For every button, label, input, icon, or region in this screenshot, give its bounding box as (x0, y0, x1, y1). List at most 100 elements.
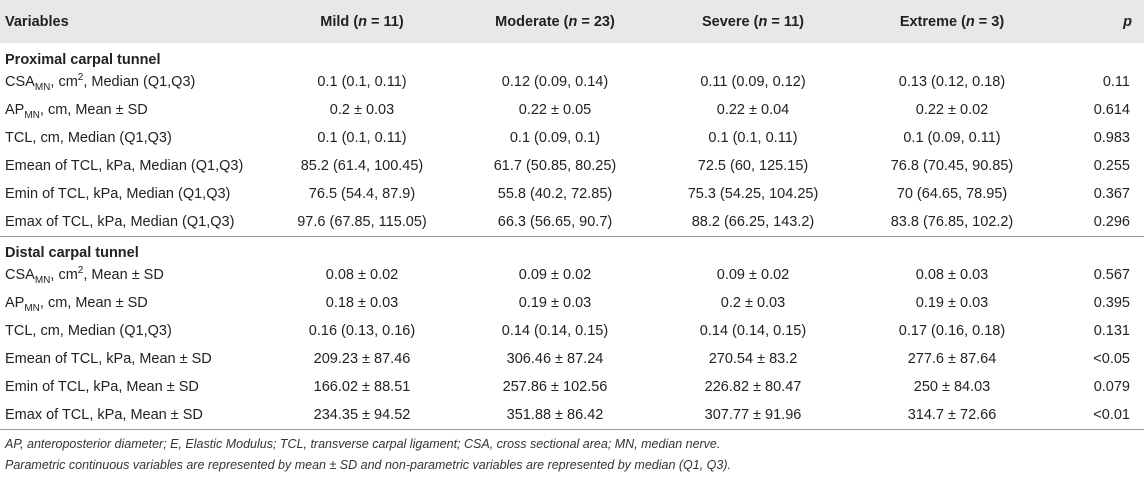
variable-post: , Median (Q1,Q3) (83, 74, 196, 90)
variable-sub: MN (24, 302, 40, 314)
cell-p: 0.131 (1093, 323, 1130, 339)
header-extreme-count: = 3) (974, 13, 1005, 30)
header-moderate-count: = 23) (577, 13, 615, 30)
cell-mild: 166.02 ± 88.51 (313, 379, 411, 395)
header-mild: Mild (n = 11) (268, 0, 456, 43)
variable-pre: Emin of TCL, kPa, Median (Q1,Q3) (5, 186, 231, 202)
cell-moderate: 0.09 ± 0.02 (518, 267, 592, 283)
cell-variable: APMN, cm, Mean ± SD (0, 96, 268, 124)
variable-mid: , cm (50, 267, 78, 283)
cell-p: <0.01 (1052, 401, 1144, 430)
header-severe-count: = 11) (767, 13, 804, 30)
cell-mild: 76.5 (54.4, 87.9) (308, 186, 416, 202)
cell-p: 0.983 (1093, 130, 1130, 146)
cell-severe: 307.77 ± 91.96 (654, 401, 852, 430)
cell-mild: 209.23 ± 87.46 (313, 351, 411, 367)
header-variables: Variables (5, 13, 69, 30)
cell-mild: 0.16 (0.13, 0.16) (308, 323, 416, 339)
table-row: Emax of TCL, kPa, Mean ± SD 234.35 ± 94.5… (0, 401, 1144, 430)
cell-variable: TCL, cm, Median (Q1,Q3) (0, 124, 268, 152)
cell-severe: 0.1 (0.1, 0.11) (708, 130, 798, 146)
cell-extreme: 0.17 (0.16, 0.18) (898, 323, 1006, 339)
table-row: APMN, cm, Mean ± SD 0.2 ± 0.03 0.22 ± 0.05… (0, 96, 1144, 124)
cell-severe: 226.82 ± 80.47 (704, 379, 802, 395)
cell-extreme: 70 (64.65, 78.95) (896, 186, 1008, 202)
variable-mid: , cm, Mean ± SD (39, 102, 148, 118)
cell-moderate: 351.88 ± 86.42 (456, 401, 654, 430)
table-header: Variables Mild (n = 11) Moderate (n = 23… (0, 0, 1144, 43)
results-table: Variables Mild (n = 11) Moderate (n = 23… (0, 0, 1144, 430)
cell-variable: APMN, cm, Mean ± SD (0, 289, 268, 317)
table-row: TCL, cm, Median (Q1,Q3) 0.1 (0.1, 0.11) 0.… (0, 124, 1144, 152)
cell-variable: Emean of TCL, kPa, Median (Q1,Q3) (0, 152, 268, 180)
table-row: Emean of TCL, kPa, Mean ± SD 209.23 ± 87.… (0, 345, 1144, 373)
cell-moderate: 0.19 ± 0.03 (518, 295, 592, 311)
cell-moderate: 0.14 (0.14, 0.15) (501, 323, 609, 339)
variable-sub: MN (24, 109, 40, 121)
variable-sup: 2 (77, 72, 84, 84)
cell-mild: 97.6 (67.85, 115.05) (268, 208, 456, 237)
header-extreme-n: n (965, 13, 975, 30)
cell-p: 0.614 (1093, 102, 1130, 118)
table-footnotes: AP, anteroposterior diameter; E, Elastic… (5, 434, 731, 476)
variable-mid: , cm (50, 74, 78, 90)
cell-moderate: 0.12 (0.09, 0.14) (501, 74, 609, 90)
cell-mild: 0.08 ± 0.02 (325, 267, 399, 283)
cell-variable: Emin of TCL, kPa, Mean ± SD (0, 373, 268, 401)
variable-pre: AP (5, 102, 25, 118)
variable-mid: , cm, Mean ± SD (39, 295, 148, 311)
variable-pre: CSA (5, 267, 35, 283)
table-row: Emin of TCL, kPa, Mean ± SD 166.02 ± 88.5… (0, 373, 1144, 401)
header-mild-label: Mild ( (320, 13, 359, 30)
variable-pre: TCL, cm, Median (Q1,Q3) (5, 323, 172, 339)
cell-moderate: 66.3 (56.65, 90.7) (456, 208, 654, 237)
variable-pre: Emean of TCL, kPa, Median (Q1,Q3) (5, 158, 244, 174)
cell-mild: 0.1 (0.1, 0.11) (317, 130, 407, 146)
variable-post: , Mean ± SD (83, 267, 164, 283)
table-row: CSAMN, cm2, Mean ± SD 0.08 ± 0.02 0.09 ± 0… (0, 261, 1144, 289)
cell-p: 0.567 (1093, 267, 1130, 283)
cell-variable: Emax of TCL, kPa, Mean ± SD (0, 401, 268, 430)
cell-mild: 0.2 ± 0.03 (329, 102, 395, 118)
variable-sub: MN (34, 274, 51, 286)
variable-pre: Emax of TCL, kPa, Median (Q1,Q3) (5, 213, 235, 230)
header-severe-label: Severe ( (702, 13, 759, 30)
variable-pre: Emax of TCL, kPa, Mean ± SD (5, 406, 203, 423)
header-extreme-label: Extreme ( (899, 13, 966, 30)
cell-severe: 0.11 (0.09, 0.12) (700, 74, 806, 90)
cell-variable: Emax of TCL, kPa, Median (Q1,Q3) (0, 208, 268, 237)
table-row: Emean of TCL, kPa, Median (Q1,Q3) 85.2 (6… (0, 152, 1144, 180)
table-body: Proximal carpal tunnel CSAMN, cm2, Median… (0, 43, 1144, 430)
cell-severe: 88.2 (66.25, 143.2) (654, 208, 852, 237)
cell-extreme: 83.8 (76.85, 102.2) (852, 208, 1052, 237)
cell-mild: 234.35 ± 94.52 (268, 401, 456, 430)
footnote-statistics: Parametric continuous variables are repr… (5, 458, 731, 472)
header-mild-n: n (358, 13, 368, 30)
cell-p: 0.296 (1052, 208, 1144, 237)
variable-pre: TCL, cm, Median (Q1,Q3) (5, 130, 172, 146)
variable-sup: 2 (77, 265, 84, 277)
section-title: Proximal carpal tunnel (5, 52, 161, 68)
cell-moderate: 257.86 ± 102.56 (502, 379, 608, 395)
variable-pre: CSA (5, 74, 35, 90)
header-moderate-n: n (568, 13, 578, 30)
cell-severe: 270.54 ± 83.2 (708, 351, 798, 367)
variable-pre: AP (5, 295, 25, 311)
cell-extreme: 76.8 (70.45, 90.85) (890, 158, 1014, 174)
section-row: Distal carpal tunnel (0, 236, 1144, 261)
cell-variable: CSAMN, cm2, Median (Q1,Q3) (0, 68, 268, 96)
table-row: Emin of TCL, kPa, Median (Q1,Q3) 76.5 (54… (0, 180, 1144, 208)
cell-severe: 0.14 (0.14, 0.15) (699, 323, 807, 339)
cell-extreme: 0.22 ± 0.02 (915, 102, 989, 118)
header-mild-count: = 11) (367, 13, 404, 30)
header-p: p (1052, 0, 1144, 43)
variable-pre: Emin of TCL, kPa, Mean ± SD (5, 379, 199, 395)
cell-variable: Emin of TCL, kPa, Median (Q1,Q3) (0, 180, 268, 208)
header-extreme: Extreme (n = 3) (852, 0, 1052, 43)
header-severe-n: n (758, 13, 768, 30)
cell-p: 0.255 (1093, 158, 1130, 174)
cell-mild: 0.1 (0.1, 0.11) (317, 74, 407, 90)
cell-mild: 85.2 (61.4, 100.45) (300, 158, 424, 174)
cell-extreme: 250 ± 84.03 (913, 379, 991, 395)
